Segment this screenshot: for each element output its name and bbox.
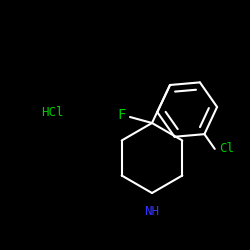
- Text: Cl: Cl: [219, 142, 234, 156]
- Text: F: F: [118, 108, 126, 122]
- Text: HCl: HCl: [41, 106, 63, 118]
- Text: NH: NH: [144, 205, 160, 218]
